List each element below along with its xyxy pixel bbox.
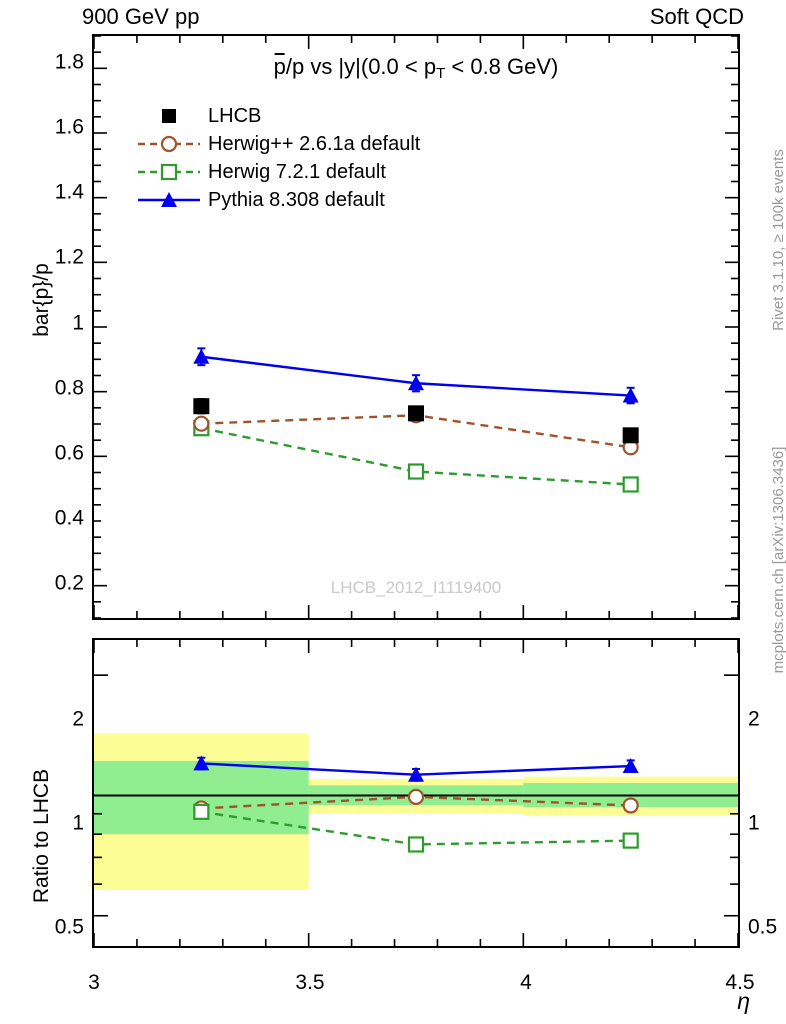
- legend-symbol-pythia: [138, 192, 200, 207]
- y-tick-0.8: 0.8: [54, 376, 84, 400]
- ratio-plot-svg: [94, 640, 738, 946]
- ratio-y-tick-1-left: 1: [72, 811, 84, 835]
- x-tick-3: 3: [88, 971, 100, 994]
- legend-symbol-herwig7: [138, 163, 200, 181]
- analysis-watermark: LHCB_2012_I1119400: [330, 578, 502, 597]
- x-tick-3.5: 3.5: [295, 971, 325, 994]
- main-plot-svg: [94, 36, 738, 618]
- y-tick-1: 1: [72, 311, 84, 335]
- legend: LHCB Herwig++ 2.6.1a default Herwig 7.2.…: [138, 102, 438, 214]
- header-process-label: Soft QCD: [649, 4, 744, 29]
- legend-label-herwigpp: Herwig++ 2.6.1a default: [208, 133, 421, 155]
- title-cond-post: < 0.8 GeV): [445, 54, 559, 79]
- ratio-plot-area: [94, 640, 738, 946]
- y-tick-0.6: 0.6: [54, 441, 84, 465]
- main-y-axis-title: bar{p}/p: [30, 263, 53, 337]
- rivet-version-note: Rivet 3.1.10, ≥ 100k events: [770, 149, 786, 331]
- main-plot-panel: [92, 34, 740, 620]
- y-tick-1.6: 1.6: [54, 115, 84, 139]
- legend-symbol-lhcb: [162, 109, 176, 123]
- legend-symbol-herwigpp: [138, 135, 200, 153]
- ratio-y-tick-1-right: 1: [748, 811, 760, 835]
- ratio-y-tick-0.5-left: 0.5: [54, 915, 84, 939]
- title-cond-pre: (0.0 < p: [360, 54, 437, 79]
- title-cond-sub: T: [436, 65, 446, 82]
- legend-entry-herwigpp: Herwig++ 2.6.1a default: [138, 130, 438, 158]
- ratio-y-axis-title: Ratio to LHCB: [30, 768, 53, 904]
- main-plot-area: [94, 36, 738, 618]
- y-tick-0.4: 0.4: [54, 506, 84, 530]
- title-rest: /p vs |y|: [285, 54, 361, 79]
- header-beam-label: 900 GeV pp: [82, 4, 200, 29]
- y-tick-0.2: 0.2: [54, 571, 84, 595]
- plot-title: p/p vs |y|(0.0 < pT < 0.8 GeV): [274, 54, 559, 82]
- mcplots-source-note: mcplots.cern.ch [arXiv:1306.3436]: [770, 446, 786, 674]
- y-tick-1.2: 1.2: [54, 245, 84, 269]
- legend-entry-lhcb: LHCB: [138, 102, 438, 130]
- x-axis-title: η: [737, 988, 750, 1014]
- x-tick-4.5: 4.5: [725, 971, 755, 994]
- title-pbar: p: [273, 54, 286, 79]
- y-tick-1.4: 1.4: [54, 180, 84, 204]
- ratio-y-tick-0.5-right: 0.5: [748, 915, 778, 939]
- legend-label-lhcb: LHCB: [208, 105, 262, 127]
- y-tick-1.8: 1.8: [54, 50, 84, 74]
- legend-label-herwig7: Herwig 7.2.1 default: [208, 161, 386, 183]
- ratio-y-tick-2-right: 2: [748, 707, 760, 731]
- ratio-y-tick-2-left: 2: [72, 707, 84, 731]
- legend-entry-herwig7: Herwig 7.2.1 default: [138, 158, 438, 186]
- legend-entry-pythia: Pythia 8.308 default: [138, 186, 438, 214]
- ratio-plot-panel: [92, 638, 740, 948]
- x-tick-4: 4: [520, 971, 532, 994]
- legend-label-pythia: Pythia 8.308 default: [208, 189, 385, 211]
